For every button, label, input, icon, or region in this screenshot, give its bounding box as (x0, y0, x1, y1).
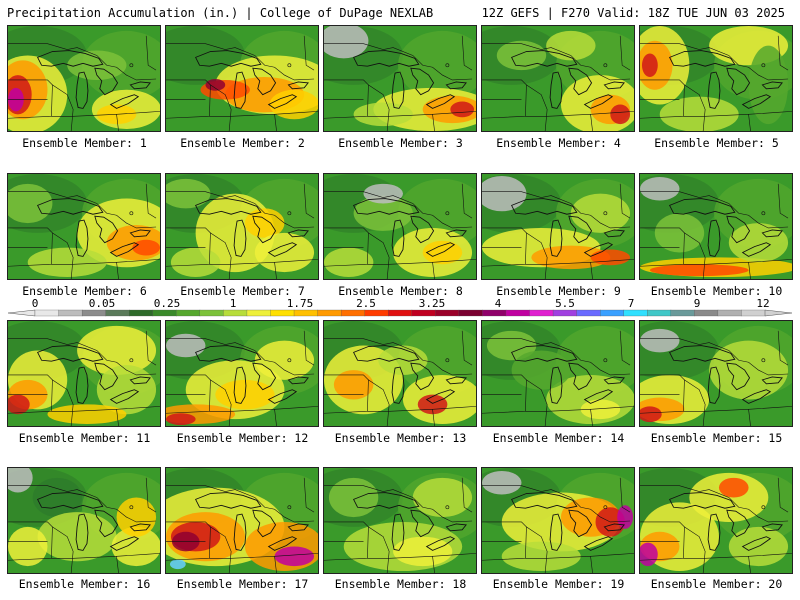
ensemble-member-label: Ensemble Member: 12 (176, 431, 309, 445)
ensemble-member-label: Ensemble Member: 14 (492, 431, 625, 445)
colorbar-tick-label: 2.5 (356, 297, 376, 310)
colorbar-tick-label: 12 (756, 297, 770, 310)
ensemble-member-map (165, 320, 319, 427)
ensemble-member-map (481, 173, 635, 280)
colorbar-tick-label: 5.5 (555, 297, 575, 310)
colorbar-tick-label: 9 (693, 297, 701, 310)
colorbar-tick-label: 0.25 (153, 297, 181, 310)
ensemble-member-map (165, 467, 319, 574)
ensemble-member-label: Ensemble Member: 9 (496, 284, 621, 298)
ensemble-member-map (639, 25, 793, 132)
ensemble-member-map (639, 320, 793, 427)
ensemble-member-map (7, 320, 161, 427)
ensemble-member-map (639, 467, 793, 574)
ensemble-member-label: Ensemble Member: 15 (650, 431, 783, 445)
ensemble-member-label: Ensemble Member: 13 (334, 431, 467, 445)
ensemble-member-map (7, 25, 161, 132)
ensemble-member-label: Ensemble Member: 11 (18, 431, 151, 445)
ensemble-member-label: Ensemble Member: 10 (650, 284, 783, 298)
ensemble-member-map (165, 173, 319, 280)
colorbar-tick-label: 3.25 (418, 297, 446, 310)
ensemble-member-map (7, 467, 161, 574)
colorbar-tick-label: 0 (31, 297, 39, 310)
ensemble-member-label: Ensemble Member: 3 (338, 136, 463, 150)
ensemble-member-label: Ensemble Member: 20 (650, 577, 783, 591)
ensemble-member-label: Ensemble Member: 4 (496, 136, 621, 150)
colorbar-tick-label: 7 (627, 297, 635, 310)
colorbar-tick-label: 1 (229, 297, 237, 310)
model-run-info: 12Z GEFS | F270 Valid: 18Z TUE JUN 03 20… (481, 6, 785, 20)
ensemble-member-label: Ensemble Member: 6 (22, 284, 147, 298)
ensemble-member-label: Ensemble Member: 1 (22, 136, 147, 150)
ensemble-member-label: Ensemble Member: 2 (180, 136, 305, 150)
ensemble-member-map (481, 467, 635, 574)
colorbar-tick-label: 4 (494, 297, 502, 310)
ensemble-member-map (481, 320, 635, 427)
ensemble-member-map (639, 173, 793, 280)
colorbar-tick-label: 0.05 (88, 297, 116, 310)
ensemble-member-map (7, 173, 161, 280)
ensemble-member-label: Ensemble Member: 7 (180, 284, 305, 298)
ensemble-member-label: Ensemble Member: 17 (176, 577, 309, 591)
ensemble-member-label: Ensemble Member: 19 (492, 577, 625, 591)
ensemble-member-map (323, 320, 477, 427)
ensemble-member-map (165, 25, 319, 132)
ensemble-member-label: Ensemble Member: 5 (654, 136, 779, 150)
ensemble-member-map (323, 467, 477, 574)
precipitation-colorbar (7, 309, 793, 317)
ensemble-member-label: Ensemble Member: 8 (338, 284, 463, 298)
ensemble-member-label: Ensemble Member: 18 (334, 577, 467, 591)
ensemble-member-label: Ensemble Member: 16 (18, 577, 151, 591)
ensemble-member-map (323, 173, 477, 280)
ensemble-member-map (481, 25, 635, 132)
map-title: Precipitation Accumulation (in.) | Colle… (7, 6, 434, 20)
colorbar-tick-label: 1.75 (286, 297, 314, 310)
ensemble-member-map (323, 25, 477, 132)
